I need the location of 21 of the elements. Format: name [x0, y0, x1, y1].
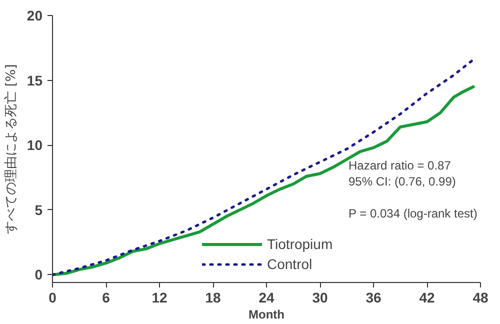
annotation: P = 0.034 (log-rank test)	[348, 206, 478, 220]
y-tick-label: 10	[26, 137, 43, 154]
x-tick-label: 6	[102, 290, 110, 306]
x-tick-label: 30	[312, 290, 328, 306]
x-tick-label: 18	[205, 290, 221, 306]
annotation: 95% CI: (0.76, 0.99)	[348, 174, 456, 188]
y-tick-label: 20	[26, 8, 43, 24]
x-tick-label: 36	[366, 290, 382, 306]
x-tick-label: 0	[48, 290, 57, 306]
annotation: Hazard ratio = 0.87	[348, 158, 452, 172]
legend-label: Control	[267, 256, 312, 272]
y-axis-title: すべての理由による死亡 [%]	[2, 64, 19, 234]
x-axis-title: Month	[248, 308, 284, 322]
x-tick-label: 42	[419, 290, 435, 306]
x-tick-label: 12	[152, 290, 168, 306]
x-tick-label: 24	[258, 290, 274, 306]
x-tick-label: 48	[472, 290, 488, 306]
y-tick-label: 15	[26, 72, 43, 88]
legend-label: Tiotropium	[267, 236, 333, 252]
y-tick-label: 5	[34, 202, 43, 218]
y-tick-label: 0	[34, 266, 43, 283]
